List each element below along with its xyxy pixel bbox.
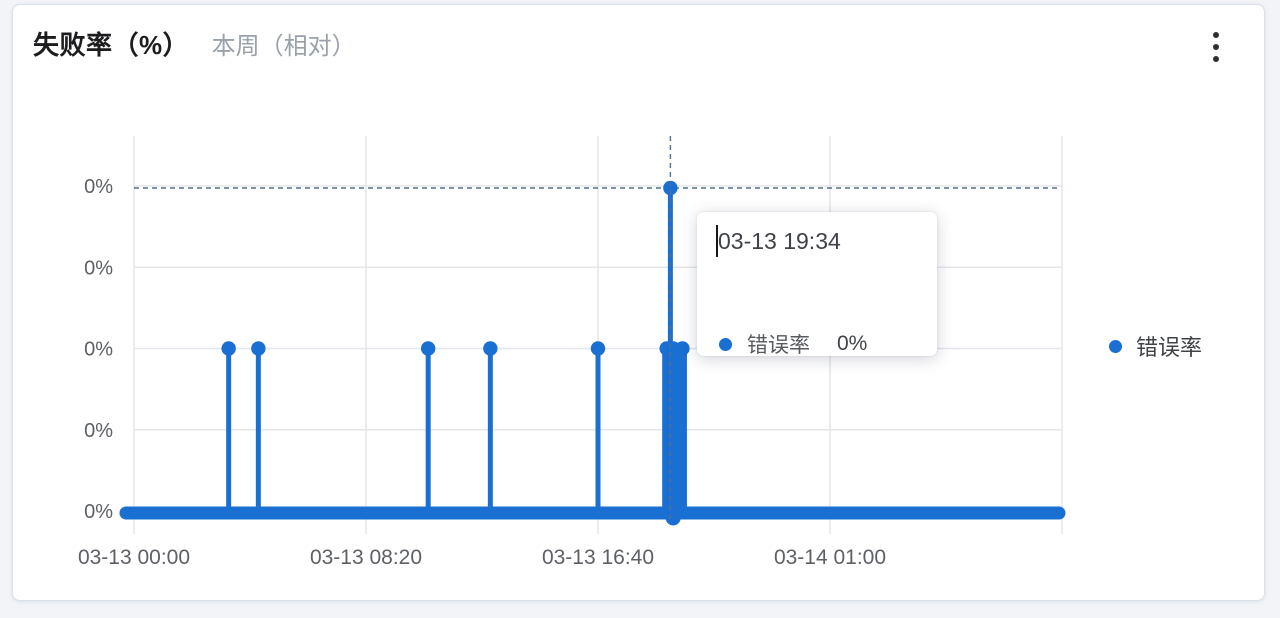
card-title: 失败率（%） xyxy=(33,30,190,60)
x-axis-tick-label: 03-13 16:40 xyxy=(542,546,654,569)
kebab-menu-icon[interactable] xyxy=(1200,27,1232,67)
y-axis-tick-label: 0% xyxy=(84,176,113,198)
spike-data-point[interactable] xyxy=(221,341,236,356)
x-axis-tick-label: 03-13 08:20 xyxy=(310,546,422,569)
baseline-data-point[interactable] xyxy=(665,510,681,526)
spike-data-point[interactable] xyxy=(420,341,436,356)
spike-data-point[interactable] xyxy=(251,341,266,356)
chart-tooltip: 03-13 19:34 错误率 0% xyxy=(697,212,937,359)
tooltip-series-row: 错误率 0% xyxy=(719,329,867,359)
tooltip-series-label: 错误率 xyxy=(747,334,810,357)
y-axis-tick-label: 0% xyxy=(84,339,113,361)
spike-data-point[interactable] xyxy=(483,341,498,356)
y-axis-tick-label: 0% xyxy=(84,420,113,442)
text-cursor xyxy=(716,225,718,257)
kebab-dot xyxy=(1213,56,1219,62)
tooltip-series-value: 0% xyxy=(837,332,868,355)
kebab-dot xyxy=(1213,32,1219,38)
legend-item-error-rate[interactable]: 错误率 xyxy=(1109,330,1202,362)
legend-marker-icon xyxy=(1109,339,1122,353)
tooltip-time: 03-13 19:34 xyxy=(718,228,841,254)
highlighted-data-point[interactable] xyxy=(663,180,678,196)
series-marker-icon xyxy=(719,337,732,351)
card-header: 失败率（%） 本周（相对） xyxy=(33,25,1248,65)
y-axis-tick-label: 0% xyxy=(84,257,113,279)
spike-data-point[interactable] xyxy=(590,341,606,356)
error-rate-spike-chart[interactable]: 0% 0% 0% 0% 0% 03-13 00:00 03-13 08:20 03-13 16… xyxy=(13,5,1266,602)
y-axis-tick-label: 0% xyxy=(84,501,113,523)
spike-data-point[interactable] xyxy=(675,341,690,356)
card-subtitle: 本周（相对） xyxy=(211,33,356,60)
kebab-dot xyxy=(1213,44,1219,50)
x-axis-tick-label: 03-13 00:00 xyxy=(78,546,190,569)
x-axis-tick-label: 03-14 01:00 xyxy=(774,546,886,569)
failure-rate-card: 失败率（%） 本周（相对） 0% 0% 0% 0% 0% 03-13 00:00 03-13… xyxy=(12,4,1265,601)
legend-label: 错误率 xyxy=(1136,335,1203,360)
